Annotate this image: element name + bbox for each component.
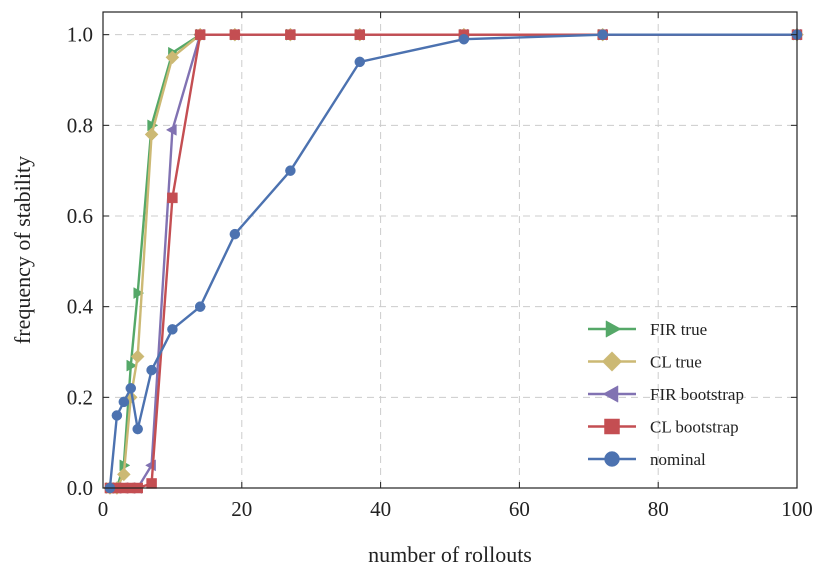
plot-frame — [102, 11, 798, 489]
data-point-cl-bootstrap — [285, 29, 296, 40]
data-point-nominal — [118, 396, 130, 408]
x-tick-label: 20 — [231, 497, 252, 521]
data-point-nominal — [132, 423, 143, 435]
legend-label: CL true — [650, 353, 702, 372]
x-axis-label: number of rollouts — [368, 542, 532, 567]
data-point-fir-true — [133, 287, 145, 299]
data-point-cl-bootstrap — [167, 192, 178, 204]
y-tick-label: 1.0 — [67, 23, 93, 47]
data-point-fir-bootstrap — [165, 123, 177, 136]
data-point-cl-true — [165, 50, 180, 65]
series-nominal — [104, 29, 803, 494]
data-point-cl-bootstrap — [146, 478, 157, 489]
data-point-nominal — [354, 56, 366, 68]
legend-item-cl-true: CL true — [588, 351, 702, 372]
data-point-nominal — [167, 324, 178, 335]
legend-marker — [601, 351, 623, 372]
axis-ticks: 0 20 40 60 80 100 0.0 0.2 0.4 0.6 0.8 1.0 — [67, 12, 813, 521]
legend-item-fir-true: FIR true — [588, 320, 707, 339]
legend-marker — [604, 451, 620, 467]
y-tick-label: 0.6 — [67, 204, 93, 228]
legend-item-nominal: nominal — [588, 450, 706, 469]
data-point-nominal — [111, 410, 123, 421]
legend-marker — [605, 320, 622, 338]
x-tick-label: 80 — [648, 497, 669, 521]
data-point-nominal — [597, 29, 608, 40]
y-tick-label: 0.4 — [67, 295, 94, 319]
y-tick-label: 0.8 — [67, 113, 93, 137]
data-point-nominal — [458, 33, 470, 45]
data-point-nominal — [285, 165, 296, 176]
legend-label: nominal — [650, 450, 706, 469]
data-point-fir-true — [126, 359, 138, 372]
legend-marker — [602, 385, 619, 403]
x-tick-label: 0 — [98, 497, 109, 521]
legend-label: FIR bootstrap — [650, 385, 744, 404]
legend: FIR true CL true FIR bootstrap CL bootstrap… — [588, 320, 744, 469]
data-point-nominal — [146, 364, 157, 376]
data-point-nominal — [194, 301, 206, 312]
data-point-cl-true — [130, 349, 145, 364]
data-point-cl-bootstrap — [194, 29, 206, 40]
legend-marker — [604, 418, 620, 435]
y-tick-label: 0.2 — [67, 385, 93, 409]
y-tick-label: 0.0 — [67, 476, 93, 500]
data-point-cl-true — [116, 467, 131, 482]
data-point-nominal — [125, 383, 137, 394]
legend-label: CL bootstrap — [650, 418, 739, 437]
x-tick-label: 100 — [781, 497, 813, 521]
plot-background — [103, 12, 797, 488]
legend-item-cl-bootstrap: CL bootstrap — [588, 418, 739, 437]
legend-item-fir-bootstrap: FIR bootstrap — [588, 385, 744, 404]
legend-label: FIR true — [650, 320, 707, 339]
data-point-cl-bootstrap — [229, 29, 241, 40]
x-tick-label: 60 — [509, 497, 530, 521]
data-point-nominal — [229, 228, 241, 240]
y-axis-label: frequency of stability — [10, 156, 35, 344]
data-point-cl-bootstrap — [354, 29, 366, 40]
data-point-cl-true — [144, 127, 159, 142]
x-tick-label: 40 — [370, 497, 391, 521]
